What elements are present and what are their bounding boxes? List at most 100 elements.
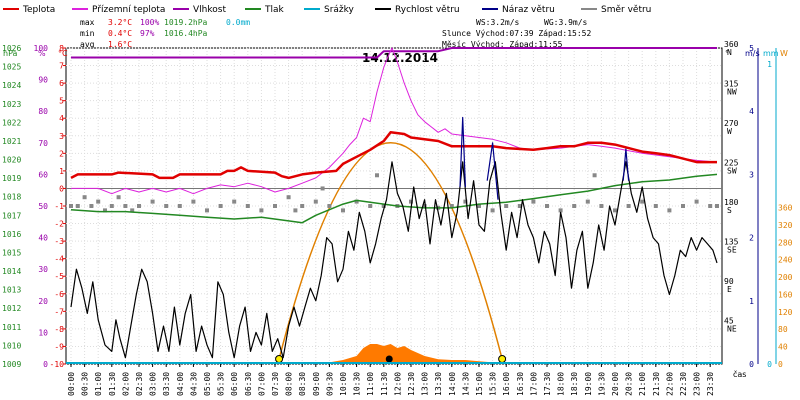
tick-wind-speed: 3 — [749, 170, 754, 179]
tick-x: 08:00 — [285, 372, 294, 396]
tick-x: 13:30 — [434, 372, 443, 396]
wind-direction-dot — [409, 199, 413, 204]
stats-min-hum: 97% — [140, 29, 155, 38]
tick-hpa: 1015 — [2, 248, 21, 257]
wind-direction-dot — [653, 204, 658, 208]
stats-min-press: 1016.4hPa — [164, 29, 208, 38]
wind-direction-dot — [626, 204, 631, 208]
tick-x: 03:00 — [149, 372, 158, 396]
wind-direction-dot — [572, 204, 577, 208]
wind-direction-dot — [375, 173, 379, 178]
tick-humidity: 30 — [38, 265, 48, 274]
stats-max-rain: 0.0mm — [226, 18, 250, 27]
wind-direction-dot — [245, 204, 250, 208]
stats-max-hum: 100% — [140, 18, 159, 27]
stats-avg-temp: 1.6°C — [108, 40, 132, 49]
tick-celsius: -5 — [54, 272, 64, 281]
tick-direction: 90 — [724, 277, 734, 286]
tick-celsius: -3 — [54, 237, 64, 246]
tick-hpa: 1019 — [2, 174, 21, 183]
tick-wind-speed: 1 — [749, 297, 754, 306]
tick-hpa: 1011 — [2, 323, 21, 332]
tick-humidity: 50 — [38, 202, 48, 211]
tick-hpa: 1024 — [2, 81, 21, 90]
tick-celsius: -9 — [54, 342, 64, 351]
wind-direction-dot — [592, 173, 597, 178]
tick-hpa: 1017 — [2, 211, 21, 220]
wind-direction-dot — [558, 208, 563, 213]
wind-direction-dot — [273, 204, 277, 208]
tick-direction-label: SE — [727, 246, 737, 255]
tick-wind-dir-right: 160 — [778, 290, 793, 299]
tick-humidity: 10 — [38, 328, 48, 337]
tick-wind-dir-right: 320 — [778, 221, 793, 230]
tick-x: 14:00 — [448, 372, 457, 396]
tick-hpa: 1026 — [2, 44, 21, 53]
tick-humidity: 100 — [34, 44, 49, 53]
stats-max-press: 1019.2hPa — [164, 18, 208, 27]
tick-x: 06:00 — [230, 372, 239, 396]
tick-wind-dir-right: 240 — [778, 256, 793, 265]
stats-min-label: min — [80, 29, 95, 38]
tick-direction: 270 — [724, 119, 739, 128]
legend-label-smer: Směr větru — [601, 5, 651, 15]
tick-x: 15:30 — [489, 372, 498, 396]
sunset-marker — [498, 355, 507, 363]
axis-unit-rain: mm — [763, 49, 779, 58]
tick-x: 06:30 — [244, 372, 253, 396]
series-naraz-vetru — [622, 148, 630, 181]
axis-unit-wind-dir-right: W — [780, 49, 788, 58]
axis-unit-hpa: hPa — [3, 49, 18, 58]
sunrise-marker — [275, 355, 284, 363]
tick-wind-dir-right: 120 — [778, 308, 793, 317]
tick-celsius: -7 — [54, 307, 64, 316]
tick-wind-dir-right: 280 — [778, 238, 793, 247]
wind-direction-dot — [300, 204, 305, 208]
moon-marker — [385, 355, 393, 363]
stats-block: max 3.2°C 100% 1019.2hPa 0.0mm min 0.4°C… — [80, 18, 591, 49]
tick-celsius: 0 — [59, 184, 64, 193]
tick-hpa: 1012 — [2, 304, 21, 313]
tick-direction-label: NE — [727, 325, 737, 334]
wind-direction-dot — [293, 208, 298, 213]
tick-direction: 360 — [724, 40, 739, 49]
legend-label-naraz: Náraz větru — [502, 5, 555, 15]
tick-humidity: 60 — [38, 170, 48, 179]
tick-celsius: 8 — [59, 44, 64, 53]
wind-direction-dot — [103, 208, 107, 213]
tick-x: 17:00 — [529, 372, 538, 396]
tick-humidity: 40 — [38, 234, 48, 243]
tick-direction: 225 — [724, 159, 739, 168]
tick-hpa: 1021 — [2, 137, 21, 146]
wind-direction-dot — [82, 195, 87, 200]
tick-x: 07:00 — [257, 372, 266, 396]
tick-x: 21:30 — [652, 372, 661, 396]
tick-x: 17:30 — [543, 372, 552, 396]
tick-wind-dir-right: 40 — [778, 343, 788, 352]
tick-celsius: 1 — [59, 167, 64, 176]
wind-direction-dot — [449, 204, 454, 208]
wind-direction-dot — [599, 204, 604, 208]
tick-wind-speed: 5 — [749, 44, 754, 53]
wind-direction-dot — [89, 204, 94, 208]
series-naraz-vetru — [486, 142, 499, 200]
tick-x: 05:00 — [203, 372, 212, 396]
tick-celsius: 5 — [59, 97, 64, 106]
legend: Teplota Přízemní teplota Vlhkost Tlak Sr… — [3, 5, 651, 15]
tick-x: 05:30 — [217, 372, 226, 396]
tick-x: 09:00 — [312, 372, 321, 396]
tick-x: 19:30 — [597, 372, 606, 396]
tick-x: 07:30 — [271, 372, 280, 396]
tick-x: 16:00 — [502, 372, 511, 396]
tick-x: 03:30 — [162, 372, 171, 396]
legend-label-tlak: Tlak — [264, 5, 285, 15]
tick-x: 10:30 — [353, 372, 362, 396]
series-rychlost-vetru — [70, 161, 718, 359]
tick-x: 00:00 — [67, 372, 76, 396]
wind-direction-dot — [694, 199, 699, 204]
wind-direction-dot — [130, 208, 135, 213]
wind-direction-dot — [381, 204, 386, 208]
wind-direction-dot — [490, 208, 495, 213]
